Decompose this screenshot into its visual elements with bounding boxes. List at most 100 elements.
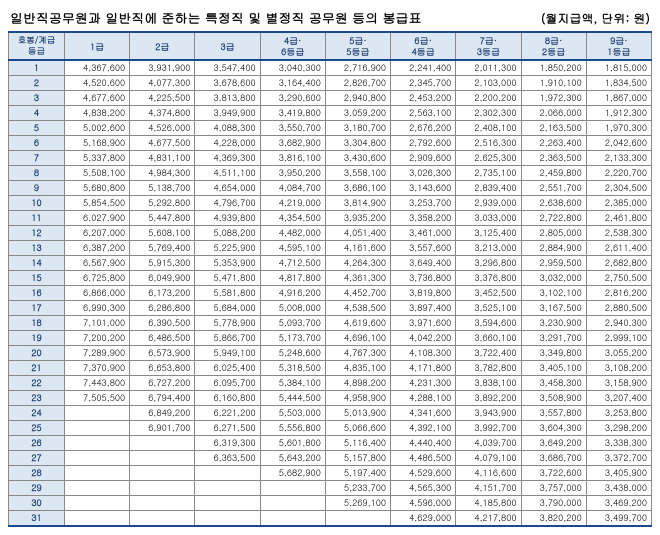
value-cell: 7,505,500	[65, 391, 130, 406]
value-cell: 2,805,000	[521, 226, 586, 241]
step-cell: 29	[9, 481, 65, 496]
value-cell: 4,039,700	[456, 436, 521, 451]
step-cell: 2	[9, 76, 65, 91]
value-cell: 5,601,800	[260, 436, 325, 451]
value-cell: 3,736,800	[391, 271, 456, 286]
value-cell: 5,684,000	[195, 301, 260, 316]
table-row: 285,682,9005,197,4004,529,6004,116,6003,…	[9, 466, 652, 481]
step-cell: 11	[9, 211, 65, 226]
value-cell: 3,349,800	[521, 346, 586, 361]
value-cell: 5,337,800	[65, 151, 130, 166]
step-cell: 30	[9, 496, 65, 511]
value-cell: 3,298,200	[586, 421, 651, 436]
value-cell: 3,207,400	[586, 391, 651, 406]
step-cell: 31	[9, 511, 65, 527]
step-cell: 18	[9, 316, 65, 331]
value-cell: 3,892,200	[456, 391, 521, 406]
value-cell: 5,915,300	[130, 256, 195, 271]
value-cell	[65, 451, 130, 466]
value-cell	[65, 481, 130, 496]
value-cell: 3,033,000	[456, 211, 521, 226]
step-cell: 4	[9, 106, 65, 121]
value-cell	[195, 481, 260, 496]
value-cell: 2,638,600	[521, 196, 586, 211]
value-cell: 5,503,000	[260, 406, 325, 421]
value-cell	[65, 496, 130, 511]
value-cell: 5,353,900	[195, 256, 260, 271]
value-cell: 5,447,800	[130, 211, 195, 226]
value-cell: 5,866,700	[195, 331, 260, 346]
value-cell: 2,909,600	[391, 151, 456, 166]
value-cell: 1,970,300	[586, 121, 651, 136]
value-cell: 2,363,500	[521, 151, 586, 166]
table-row: 95,680,8005,138,7004,654,0004,084,7003,6…	[9, 181, 652, 196]
col-header: 8급·2등급	[521, 32, 586, 60]
value-cell: 4,361,300	[325, 271, 390, 286]
value-cell: 4,817,800	[260, 271, 325, 286]
value-cell: 3,164,400	[260, 76, 325, 91]
table-header-row: 호봉/계급 등급 1급2급3급4급·6등급5급·5등급6급·4등급7급·3등급8…	[9, 32, 652, 60]
value-cell: 2,200,200	[456, 91, 521, 106]
value-cell: 3,430,600	[325, 151, 390, 166]
value-cell: 2,826,700	[325, 76, 390, 91]
value-cell: 3,167,500	[521, 301, 586, 316]
value-cell: 3,452,500	[456, 286, 521, 301]
value-cell: 5,088,200	[195, 226, 260, 241]
step-cell: 21	[9, 361, 65, 376]
value-cell: 6,390,500	[130, 316, 195, 331]
step-cell: 17	[9, 301, 65, 316]
value-cell: 2,302,300	[456, 106, 521, 121]
value-cell: 3,935,200	[325, 211, 390, 226]
value-cell: 4,520,600	[65, 76, 130, 91]
value-cell: 3,213,000	[456, 241, 521, 256]
table-row: 126,207,0005,608,1005,088,2004,482,0004,…	[9, 226, 652, 241]
value-cell: 4,231,300	[391, 376, 456, 391]
value-cell: 5,116,400	[325, 436, 390, 451]
value-cell: 6,271,500	[195, 421, 260, 436]
value-cell: 7,443,800	[65, 376, 130, 391]
value-cell: 4,767,300	[325, 346, 390, 361]
step-cell: 19	[9, 331, 65, 346]
step-cell: 5	[9, 121, 65, 136]
value-cell: 3,253,700	[391, 196, 456, 211]
value-cell: 2,750,500	[586, 271, 651, 286]
col-header: 5급·5등급	[325, 32, 390, 60]
value-cell: 2,722,800	[521, 211, 586, 226]
value-cell: 2,241,400	[391, 60, 456, 76]
value-cell: 2,516,300	[456, 136, 521, 151]
value-cell: 2,163,500	[521, 121, 586, 136]
value-cell: 3,376,800	[456, 271, 521, 286]
value-cell	[130, 436, 195, 451]
value-cell: 5,384,100	[260, 376, 325, 391]
value-cell: 3,949,900	[195, 106, 260, 121]
value-cell: 4,440,400	[391, 436, 456, 451]
col-header: 2급	[130, 32, 195, 60]
step-cell: 8	[9, 166, 65, 181]
value-cell: 4,185,800	[456, 496, 521, 511]
value-cell: 3,458,300	[521, 376, 586, 391]
step-cell: 22	[9, 376, 65, 391]
value-cell	[195, 496, 260, 511]
table-row: 65,168,9004,677,5004,228,0003,682,9003,3…	[9, 136, 652, 151]
value-cell: 4,835,100	[325, 361, 390, 376]
value-cell: 5,138,700	[130, 181, 195, 196]
value-cell: 4,696,100	[325, 331, 390, 346]
value-cell: 5,778,900	[195, 316, 260, 331]
value-cell	[260, 481, 325, 496]
value-cell: 4,538,500	[325, 301, 390, 316]
value-cell: 4,629,000	[391, 511, 456, 527]
value-cell: 6,363,500	[195, 451, 260, 466]
value-cell: 3,296,800	[456, 256, 521, 271]
col-header: 4급·6등급	[260, 32, 325, 60]
value-cell: 3,125,400	[456, 226, 521, 241]
value-cell: 4,526,000	[130, 121, 195, 136]
table-row: 44,838,2004,374,8003,949,9003,419,8003,0…	[9, 106, 652, 121]
value-cell: 7,200,200	[65, 331, 130, 346]
value-cell: 5,508,100	[65, 166, 130, 181]
value-cell: 4,898,200	[325, 376, 390, 391]
value-cell: 3,550,700	[260, 121, 325, 136]
value-cell	[130, 511, 195, 527]
value-cell: 6,173,200	[130, 286, 195, 301]
step-cell: 16	[9, 286, 65, 301]
value-cell: 4,529,600	[391, 466, 456, 481]
